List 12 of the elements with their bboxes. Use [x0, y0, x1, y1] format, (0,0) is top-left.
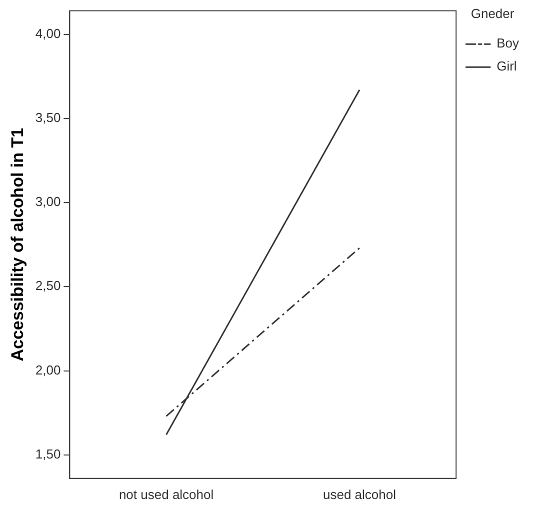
- y-tick-label: 3,00: [35, 194, 61, 210]
- y-tick-label: 2,00: [35, 362, 61, 378]
- legend-label: Boy: [496, 36, 520, 51]
- x-tick-label: not used alcohol: [118, 486, 214, 502]
- y-tick-label: 1,50: [35, 446, 61, 462]
- y-tick-label: 4,00: [35, 26, 61, 41]
- x-tick-label: used alcohol: [323, 486, 396, 502]
- y-tick-label: 2,50: [35, 278, 61, 294]
- legend-title: Gneder: [470, 6, 515, 22]
- y-axis-title: Accessibility of alcohol in T1: [8, 128, 27, 362]
- y-tick-label: 3,50: [35, 110, 61, 126]
- legend-label: Girl: [496, 58, 517, 74]
